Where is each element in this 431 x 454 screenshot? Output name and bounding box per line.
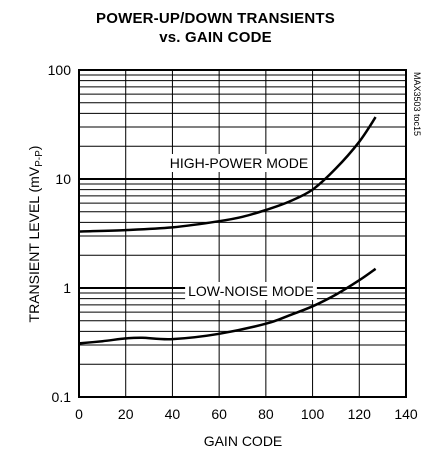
y-axis-label: TRANSIENT LEVEL (mVP-P) [26, 146, 45, 323]
series-line-low-noise [78, 267, 377, 345]
series-label-background [185, 282, 317, 300]
x-tick-label: 20 [118, 406, 134, 422]
series-label-high-power: HIGH-POWER MODE [170, 155, 308, 171]
y-axis-label-subscript: P-P [34, 150, 45, 167]
y-tick-label: 0.1 [52, 389, 72, 405]
x-tick-label: 100 [301, 406, 325, 422]
x-tick-label: 60 [211, 406, 227, 422]
y-tick-label: 10 [55, 171, 71, 187]
x-tick-label: 120 [348, 406, 372, 422]
chart-title-line-1: POWER-UP/DOWN TRANSIENTS [96, 10, 335, 27]
plot-frame [78, 69, 407, 398]
chart-title-line-2: vs. GAIN CODE [159, 29, 272, 46]
x-tick-label: 0 [75, 406, 83, 422]
series-label-low-noise: LOW-NOISE MODE [188, 283, 314, 299]
series-label-background [166, 154, 312, 172]
y-axis-label-end: ) [26, 146, 42, 151]
x-tick-label: 140 [394, 406, 418, 422]
x-tick-label: 80 [258, 406, 274, 422]
y-axis-label-main: TRANSIENT LEVEL (mV [26, 166, 42, 322]
x-axis-label: GAIN CODE [204, 433, 283, 449]
x-tick-label: 40 [165, 406, 181, 422]
document-code: MAX3503 toc15 [412, 72, 422, 136]
series-group [78, 116, 377, 345]
grid [78, 70, 407, 398]
y-tick-label: 1 [63, 280, 71, 296]
y-tick-label: 100 [48, 62, 72, 78]
tick-labels: 0 20 40 60 80 100 120 140 0.1 1 10 100 [48, 62, 418, 422]
series-line-high-power [78, 116, 377, 233]
